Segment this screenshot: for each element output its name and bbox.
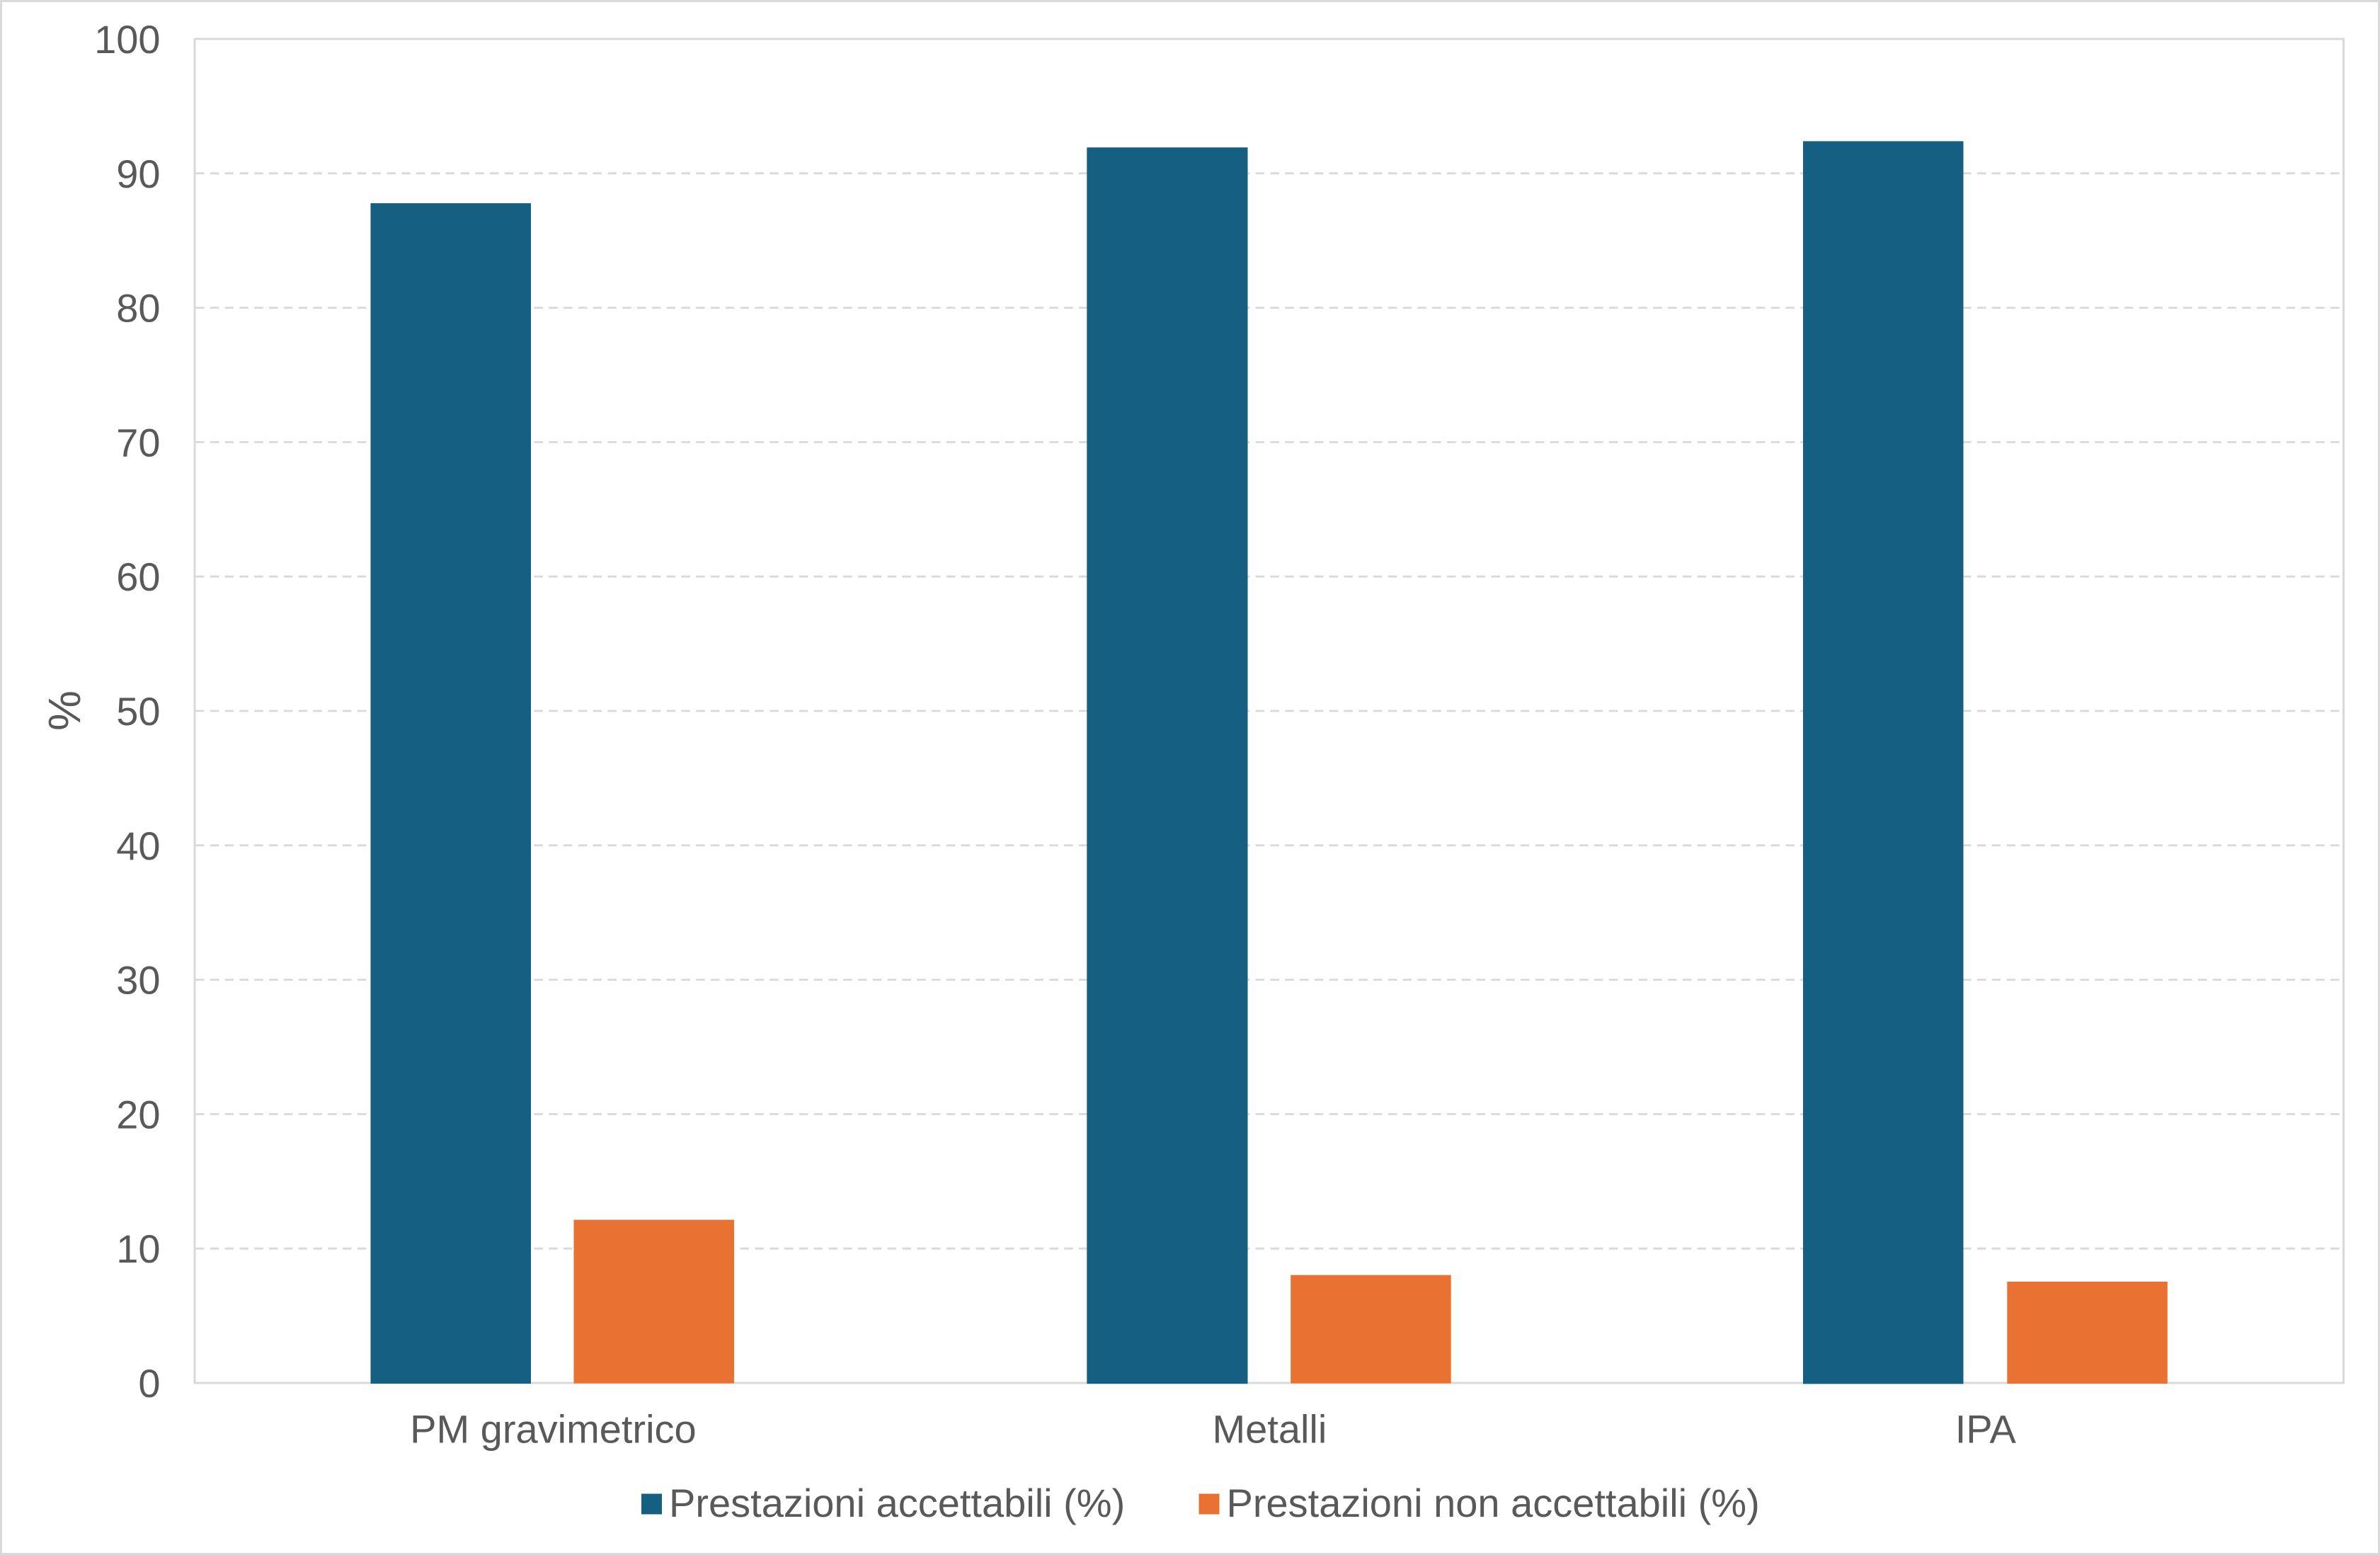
svg-text:Prestazioni accettabili (%): Prestazioni accettabili (%) bbox=[669, 1481, 1125, 1525]
svg-text:IPA: IPA bbox=[1955, 1407, 2017, 1452]
svg-text:10: 10 bbox=[116, 1226, 160, 1271]
svg-text:100: 100 bbox=[94, 17, 160, 62]
svg-text:80: 80 bbox=[116, 286, 160, 331]
svg-text:PM gravimetrico: PM gravimetrico bbox=[410, 1407, 697, 1452]
svg-text:Metalli: Metalli bbox=[1212, 1407, 1327, 1452]
svg-text:60: 60 bbox=[116, 554, 160, 599]
svg-text:20: 20 bbox=[116, 1092, 160, 1137]
svg-text:%: % bbox=[39, 690, 90, 731]
svg-text:70: 70 bbox=[116, 420, 160, 465]
svg-text:40: 40 bbox=[116, 824, 160, 868]
svg-text:50: 50 bbox=[116, 689, 160, 734]
svg-text:30: 30 bbox=[116, 958, 160, 1003]
svg-text:Prestazioni non accettabili (%: Prestazioni non accettabili (%) bbox=[1227, 1481, 1760, 1525]
svg-text:0: 0 bbox=[138, 1361, 160, 1406]
svg-text:90: 90 bbox=[116, 152, 160, 196]
